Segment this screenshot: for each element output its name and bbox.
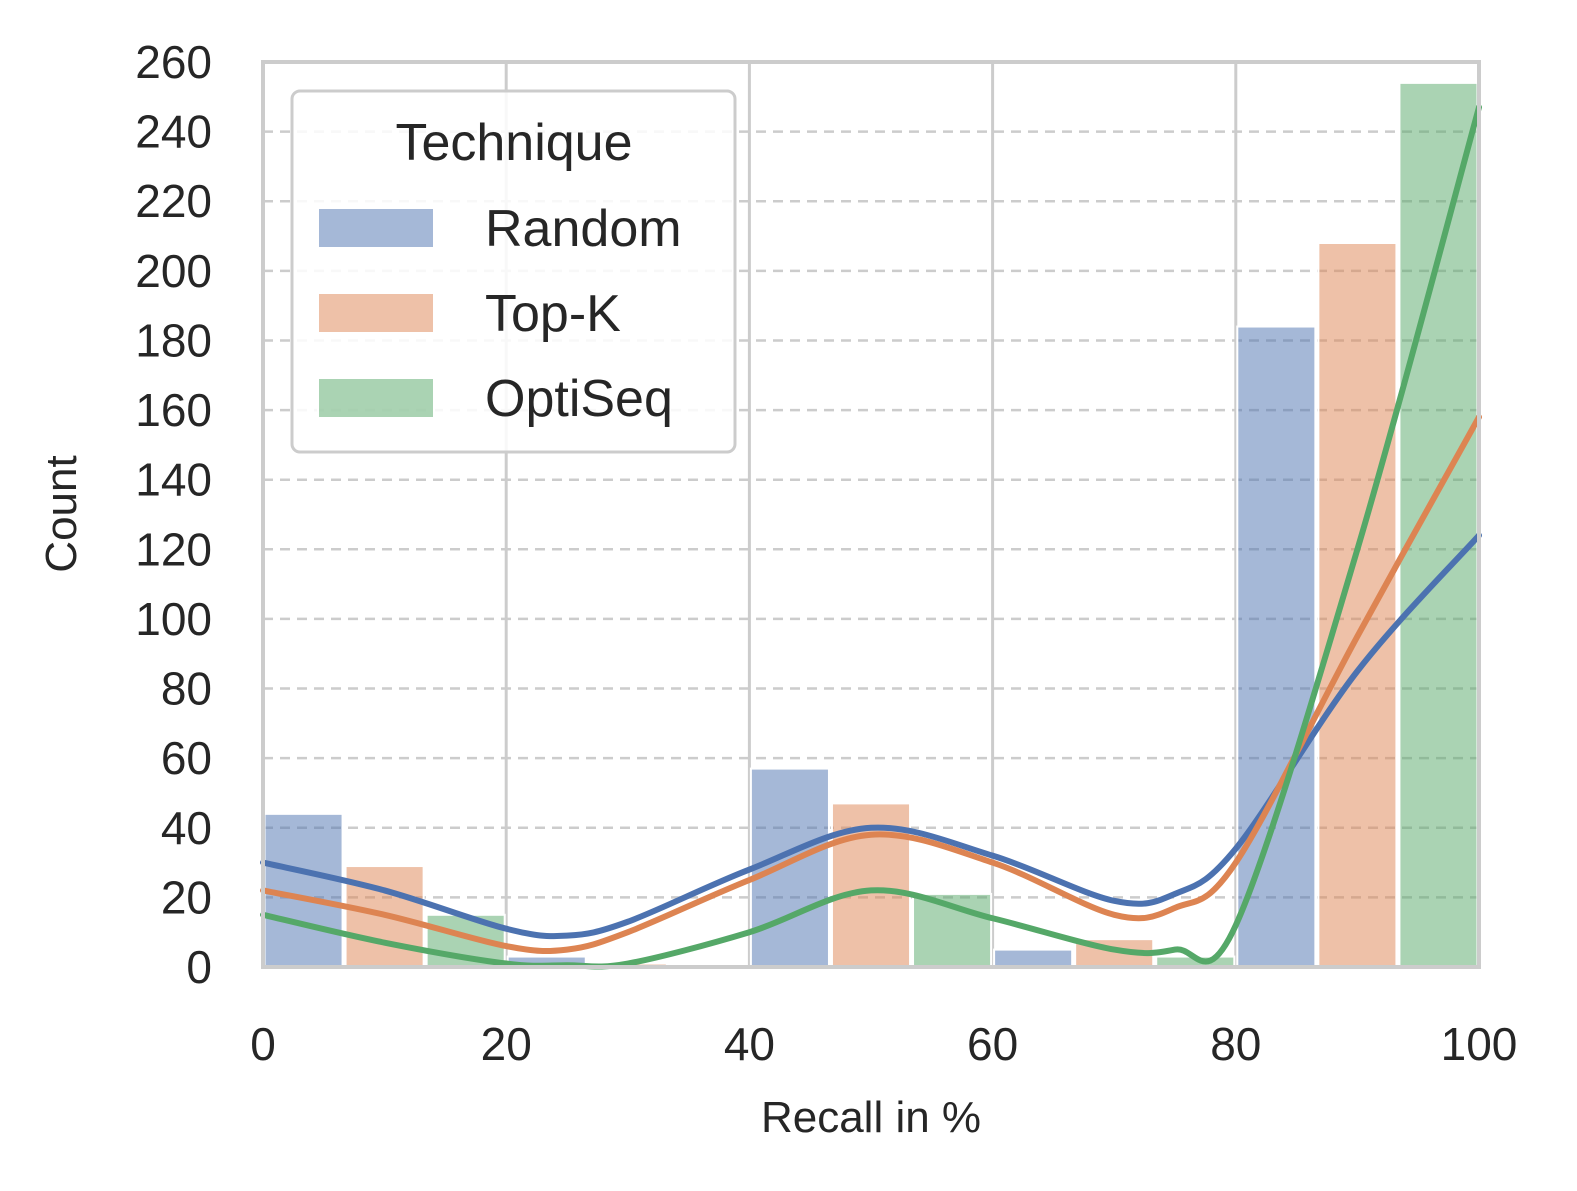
histogram-bars [263,81,1479,969]
bar-top-k-80-100 [1317,242,1398,968]
x-tick-label: 0 [250,1018,276,1070]
legend-swatch-random [317,207,435,249]
legend-label-random: Random [485,200,682,258]
y-tick-label: 80 [161,663,212,715]
y-tick-label: 240 [135,106,212,158]
y-tick-label: 200 [135,245,212,297]
y-tick-label: 160 [135,384,212,436]
x-tick-label: 20 [481,1018,532,1070]
y-axis-label: Count [37,455,86,572]
legend-label-top-k: Top-K [485,285,621,343]
x-tick-label: 100 [1441,1018,1518,1070]
plot-frame [261,60,1481,969]
bar-optiseq-80-100 [1398,81,1479,968]
y-tick-label: 0 [186,941,212,993]
bar-random-80-100 [1236,325,1317,968]
x-tick-label: 80 [1210,1018,1261,1070]
legend-swatch-optiseq [317,377,435,419]
x-axis-label: Recall in % [761,1093,981,1142]
legend-label-optiseq: OptiSeq [485,370,673,428]
bar-random-40-60 [749,767,830,968]
legend-swatch-top-k [317,292,435,334]
legend-box [290,89,737,454]
y-tick-label: 20 [161,871,212,923]
legend-title: Technique [395,114,632,172]
y-tick-label: 120 [135,523,212,575]
legend: Technique Random Top-K OptiSeq [290,89,737,454]
x-tick-label: 40 [724,1018,775,1070]
x-tick-label: 60 [967,1018,1018,1070]
bar-random-60-80 [993,948,1074,968]
y-tick-label: 140 [135,454,212,506]
y-tick-label: 40 [161,802,212,854]
kde-line-optiseq [260,104,1482,970]
y-tick-label: 60 [161,732,212,784]
y-tick-label: 260 [135,36,212,88]
x-tick-labels: 0 20 40 60 80 100 [250,1018,1517,1070]
y-tick-labels: 0 20 40 60 80 100 120 140 160 180 200 220 240 260 [135,36,212,993]
y-tick-label: 100 [135,593,212,645]
y-tick-label: 220 [135,175,212,227]
kde-curves [260,104,1482,970]
y-tick-label: 180 [135,314,212,366]
